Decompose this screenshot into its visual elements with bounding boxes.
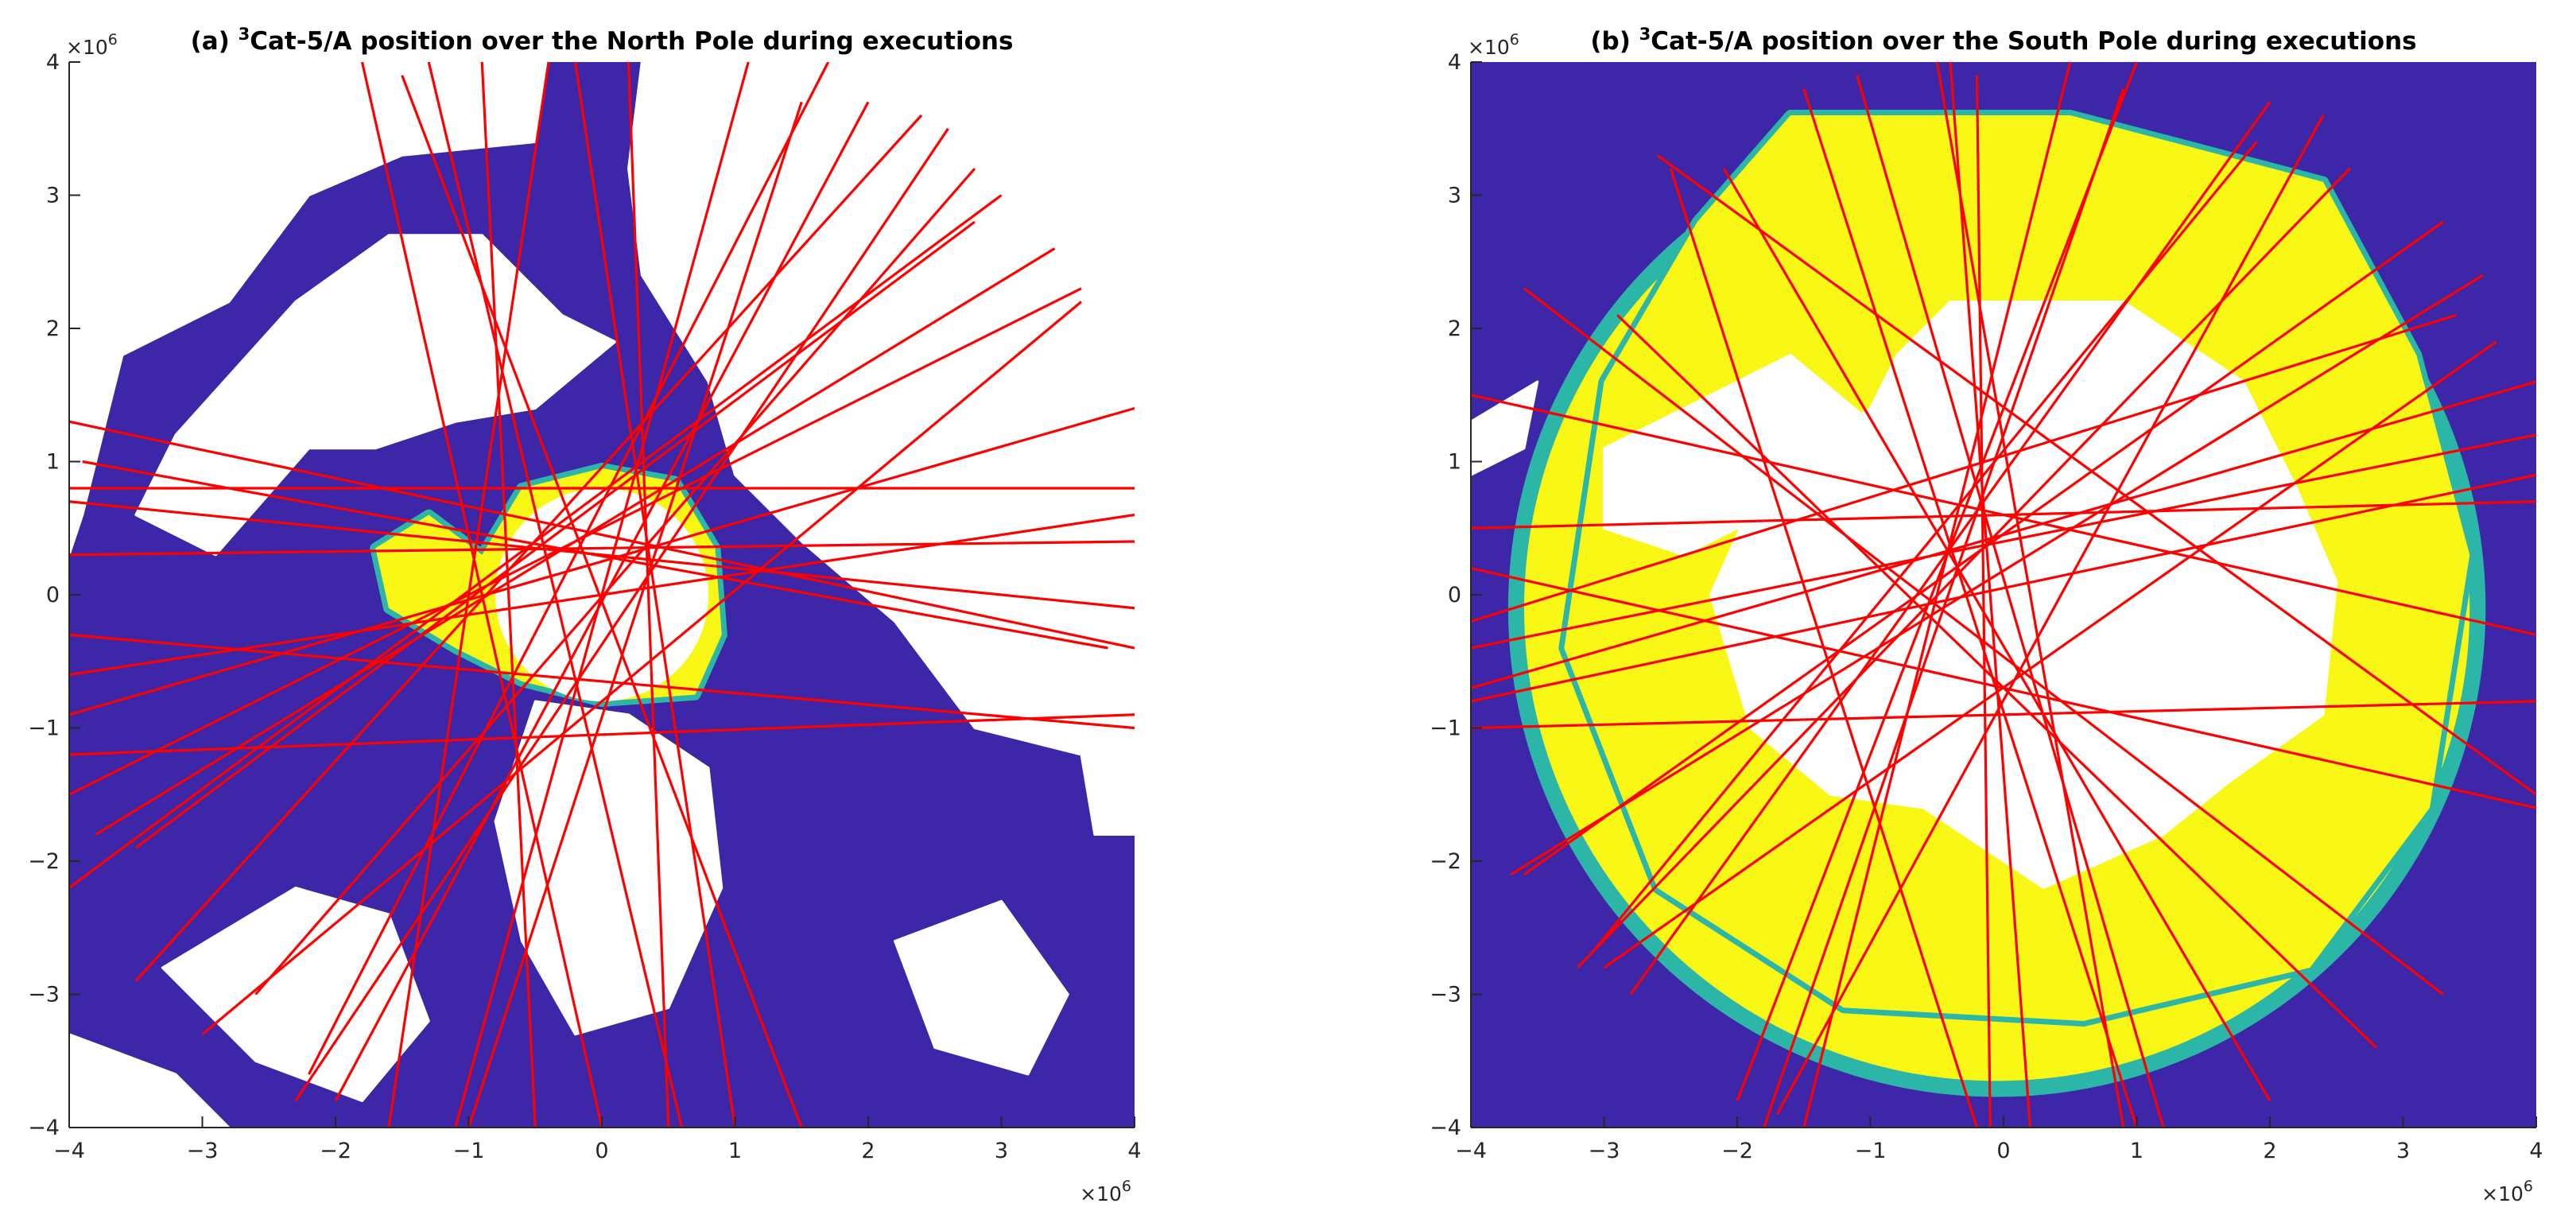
north-x-tick-label: 0 (595, 1139, 608, 1163)
south-satellite-track (1949, 62, 2032, 1128)
south-x-tick-label: −1 (1855, 1139, 1887, 1163)
north-y-tick-label: −2 (28, 849, 60, 874)
north-title-superscript: 3 (239, 25, 250, 44)
north-y-tick-label: 3 (46, 184, 60, 208)
north-x-tick-label: 2 (861, 1139, 875, 1163)
north-land-mass (161, 887, 430, 1102)
south-y-tick-label: 3 (1448, 184, 1461, 208)
south-satellite-track (1775, 115, 2325, 1116)
north-satellite-track (69, 406, 1135, 716)
north-y-tick-label: 0 (46, 583, 60, 608)
south-y-tick-label: 4 (1448, 50, 1461, 75)
south-x-multiplier-exp: 6 (2524, 1178, 2533, 1195)
south-title-main: Cat-5/A position over the South Pole dur… (1651, 27, 2416, 56)
north-plot-area (69, 62, 1135, 1128)
south-satellite-track (1471, 433, 2536, 650)
south-x-multiplier: ×106 (2481, 1178, 2533, 1205)
south-satellite-track (1603, 340, 2497, 969)
south-satellite-track (1471, 380, 2536, 689)
north-satellite-track (134, 220, 976, 849)
north-y-tick-label: −4 (28, 1116, 60, 1140)
north-satellite-track (627, 62, 670, 1128)
north-y-tick-label: 4 (46, 50, 60, 75)
south-title-prefix: (b) (1590, 27, 1639, 56)
south-satellite-track (1629, 101, 2271, 996)
north-satellite-track (69, 420, 1135, 650)
north-title-main: Cat-5/A position over the North Pole dur… (250, 27, 1013, 56)
south-satellite-track (1510, 274, 2484, 876)
south-x-tick-label: 1 (2130, 1139, 2143, 1163)
north-x-tick-label: 3 (995, 1139, 1008, 1163)
north-satellite-track (69, 713, 1135, 756)
south-satellite-track (1471, 313, 2457, 623)
south-y-tick-label: 2 (1448, 316, 1461, 341)
south-title-superscript: 3 (1639, 25, 1651, 44)
north-y-tick-label: 2 (46, 316, 60, 341)
south-y-tick-label: −4 (1430, 1116, 1461, 1140)
north-land-mass (627, 62, 1135, 836)
north-satellite-track (467, 101, 803, 1128)
south-satellite-track (1802, 88, 2139, 1128)
north-satellite-track (201, 301, 1083, 1035)
south-y-tick-label: 0 (1448, 583, 1461, 608)
north-y-tick-label: 1 (46, 450, 60, 475)
north-land-mass (69, 1033, 231, 1128)
south-x-tick-label: −4 (1455, 1139, 1487, 1163)
north-satellite-track (69, 194, 1003, 889)
north-satellite-track (69, 500, 1135, 610)
north-y-tick-label: −1 (28, 716, 60, 741)
north-satellite-track (573, 62, 737, 1128)
north-title-prefix: (a) (191, 27, 239, 56)
south-y-tick-label: −1 (1430, 716, 1461, 741)
south-satellite-track (1975, 75, 1992, 1128)
north-satellite-track (254, 167, 976, 996)
north-x-tick-label: 4 (1127, 1139, 1141, 1163)
north-satellite-track (69, 633, 1135, 730)
south-plot-area (1471, 62, 2536, 1128)
south-satellite-track (1471, 394, 2536, 636)
north-satellite-track (69, 540, 1135, 557)
south-y-tick-label: 1 (1448, 450, 1461, 475)
south-y-multiplier-exp: 6 (1510, 31, 1519, 49)
north-y-multiplier: ×106 (66, 31, 118, 59)
south-x-tick-label: 0 (1996, 1139, 2010, 1163)
north-chart-title: (a) 3Cat-5/A position over the North Pol… (191, 25, 1014, 56)
south-satellite-track (1656, 153, 2536, 796)
south-chart-title: (b) 3Cat-5/A position over the South Pol… (1590, 25, 2416, 56)
south-satellite-track (1935, 62, 2125, 1128)
north-satellite-track (401, 75, 803, 1128)
south-y-tick-label: −3 (1430, 983, 1461, 1007)
south-y-multiplier: ×106 (1468, 31, 1519, 59)
south-satellite-track (1722, 168, 2271, 1102)
north-x-tick-label: −3 (187, 1139, 219, 1163)
north-x-tick-label: 1 (728, 1139, 742, 1163)
south-satellite-track (1471, 473, 2536, 703)
south-x-tick-label: 2 (2263, 1139, 2276, 1163)
north-y-multiplier-exp: 6 (108, 31, 118, 49)
north-satellite-track (308, 62, 830, 1075)
north-x-tick-label: −1 (453, 1139, 485, 1163)
north-satellite-track (95, 247, 1056, 836)
north-x-tick-label: −4 (53, 1139, 85, 1163)
north-land-mass (894, 899, 1069, 1076)
south-satellite-track (1471, 700, 2536, 730)
south-x-tick-label: −2 (1721, 1139, 1753, 1163)
north-satellite-track (69, 513, 1135, 677)
north-satellite-track (294, 127, 949, 1102)
north-y-tick-label: −3 (28, 983, 60, 1007)
south-x-tick-label: −3 (1589, 1139, 1620, 1163)
north-x-multiplier: ×106 (1080, 1178, 1131, 1205)
south-satellite-track (1856, 75, 2165, 1128)
south-x-tick-label: 4 (2529, 1139, 2543, 1163)
south-y-tick-label: −2 (1430, 849, 1461, 874)
south-satellite-track (1589, 141, 2258, 956)
north-x-tick-label: −2 (320, 1139, 351, 1163)
south-x-tick-label: 3 (2396, 1139, 2410, 1163)
north-x-multiplier-exp: 6 (1122, 1178, 1131, 1195)
